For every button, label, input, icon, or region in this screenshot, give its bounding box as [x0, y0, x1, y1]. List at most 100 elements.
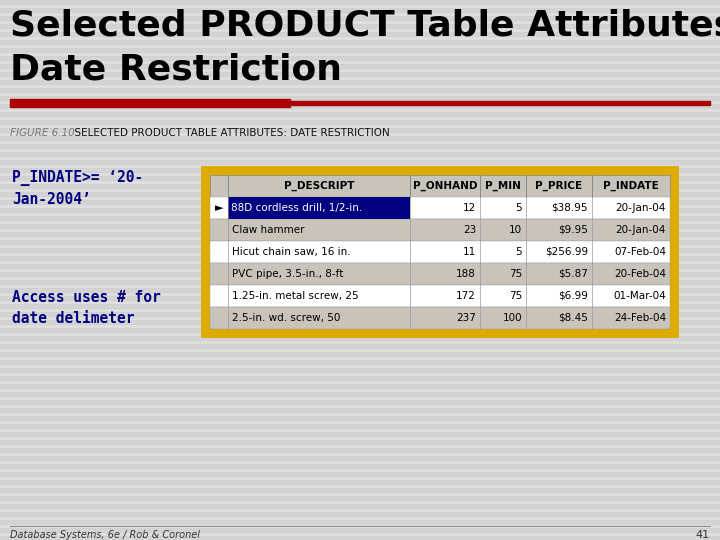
- Bar: [10, 99, 290, 107]
- Text: 237: 237: [456, 313, 476, 323]
- Bar: [0, 288, 720, 292]
- Bar: [0, 512, 720, 516]
- Bar: [0, 264, 720, 268]
- Bar: [210, 241, 670, 263]
- Bar: [0, 312, 720, 316]
- Bar: [0, 168, 720, 172]
- Text: 1.25-in. metal screw, 25: 1.25-in. metal screw, 25: [232, 291, 359, 301]
- Bar: [0, 16, 720, 20]
- Bar: [210, 285, 670, 307]
- Bar: [0, 192, 720, 196]
- Text: 20-Feb-04: 20-Feb-04: [614, 269, 666, 279]
- Bar: [0, 104, 720, 108]
- Bar: [0, 240, 720, 244]
- Bar: [0, 392, 720, 396]
- Text: 2.5-in. wd. screw, 50: 2.5-in. wd. screw, 50: [232, 313, 341, 323]
- Text: $8.45: $8.45: [558, 313, 588, 323]
- Text: 07-Feb-04: 07-Feb-04: [614, 247, 666, 257]
- Bar: [0, 216, 720, 220]
- Bar: [201, 166, 679, 338]
- Bar: [0, 376, 720, 380]
- Bar: [0, 208, 720, 212]
- Bar: [0, 48, 720, 52]
- Bar: [0, 496, 720, 500]
- Text: P_DESCRIPT: P_DESCRIPT: [284, 181, 354, 191]
- Text: $9.95: $9.95: [558, 225, 588, 235]
- Bar: [0, 488, 720, 492]
- Text: 23: 23: [463, 225, 476, 235]
- Text: Hicut chain saw, 16 in.: Hicut chain saw, 16 in.: [232, 247, 351, 257]
- Bar: [0, 464, 720, 468]
- Bar: [0, 256, 720, 260]
- Text: P_INDATE: P_INDATE: [603, 181, 659, 191]
- Text: 5: 5: [516, 247, 522, 257]
- Text: P_INDATE>= ‘20-
Jan-2004’: P_INDATE>= ‘20- Jan-2004’: [12, 170, 143, 207]
- Bar: [210, 307, 670, 329]
- Bar: [210, 175, 670, 197]
- Bar: [0, 128, 720, 132]
- Bar: [0, 536, 720, 540]
- Bar: [210, 263, 670, 285]
- Bar: [0, 160, 720, 164]
- Text: 11: 11: [463, 247, 476, 257]
- Bar: [0, 248, 720, 252]
- Text: FIGURE 6.10: FIGURE 6.10: [10, 128, 75, 138]
- Bar: [0, 448, 720, 452]
- Bar: [0, 304, 720, 308]
- Text: 01-Mar-04: 01-Mar-04: [613, 291, 666, 301]
- Text: 75: 75: [509, 269, 522, 279]
- Bar: [0, 320, 720, 324]
- Bar: [0, 24, 720, 28]
- Text: 75: 75: [509, 291, 522, 301]
- Text: 41: 41: [696, 530, 710, 540]
- Bar: [0, 520, 720, 524]
- Bar: [0, 352, 720, 356]
- Bar: [0, 336, 720, 340]
- Bar: [0, 432, 720, 436]
- Bar: [0, 368, 720, 372]
- Bar: [0, 480, 720, 484]
- Text: P_PRICE: P_PRICE: [536, 181, 582, 191]
- Bar: [0, 136, 720, 140]
- Text: $256.99: $256.99: [545, 247, 588, 257]
- Text: Access uses # for
date delimeter: Access uses # for date delimeter: [12, 290, 161, 326]
- Bar: [228, 197, 410, 219]
- Bar: [0, 144, 720, 148]
- Text: 24-Feb-04: 24-Feb-04: [614, 313, 666, 323]
- Bar: [210, 197, 670, 219]
- Bar: [0, 280, 720, 284]
- Bar: [0, 64, 720, 68]
- Bar: [0, 424, 720, 428]
- Text: $6.99: $6.99: [558, 291, 588, 301]
- Text: 172: 172: [456, 291, 476, 301]
- Text: 20-Jan-04: 20-Jan-04: [616, 225, 666, 235]
- Bar: [0, 176, 720, 180]
- Bar: [0, 40, 720, 44]
- Text: Date Restriction: Date Restriction: [10, 52, 342, 86]
- Bar: [0, 112, 720, 116]
- Bar: [0, 504, 720, 508]
- Bar: [0, 96, 720, 100]
- Bar: [0, 72, 720, 76]
- Bar: [0, 416, 720, 420]
- Bar: [290, 101, 710, 105]
- Bar: [0, 384, 720, 388]
- Bar: [0, 528, 720, 532]
- Bar: [0, 328, 720, 332]
- Text: 188: 188: [456, 269, 476, 279]
- Bar: [0, 32, 720, 36]
- Bar: [0, 152, 720, 156]
- Bar: [0, 56, 720, 60]
- Bar: [0, 200, 720, 204]
- Bar: [210, 219, 670, 241]
- Text: $38.95: $38.95: [552, 203, 588, 213]
- Text: Selected PRODUCT Table Attributes:: Selected PRODUCT Table Attributes:: [10, 8, 720, 42]
- Bar: [0, 272, 720, 276]
- Bar: [0, 440, 720, 444]
- Text: 12: 12: [463, 203, 476, 213]
- Text: 88D cordless drill, 1/2-in.: 88D cordless drill, 1/2-in.: [231, 203, 362, 213]
- Bar: [0, 120, 720, 124]
- Bar: [0, 344, 720, 348]
- Text: $5.87: $5.87: [558, 269, 588, 279]
- Bar: [0, 296, 720, 300]
